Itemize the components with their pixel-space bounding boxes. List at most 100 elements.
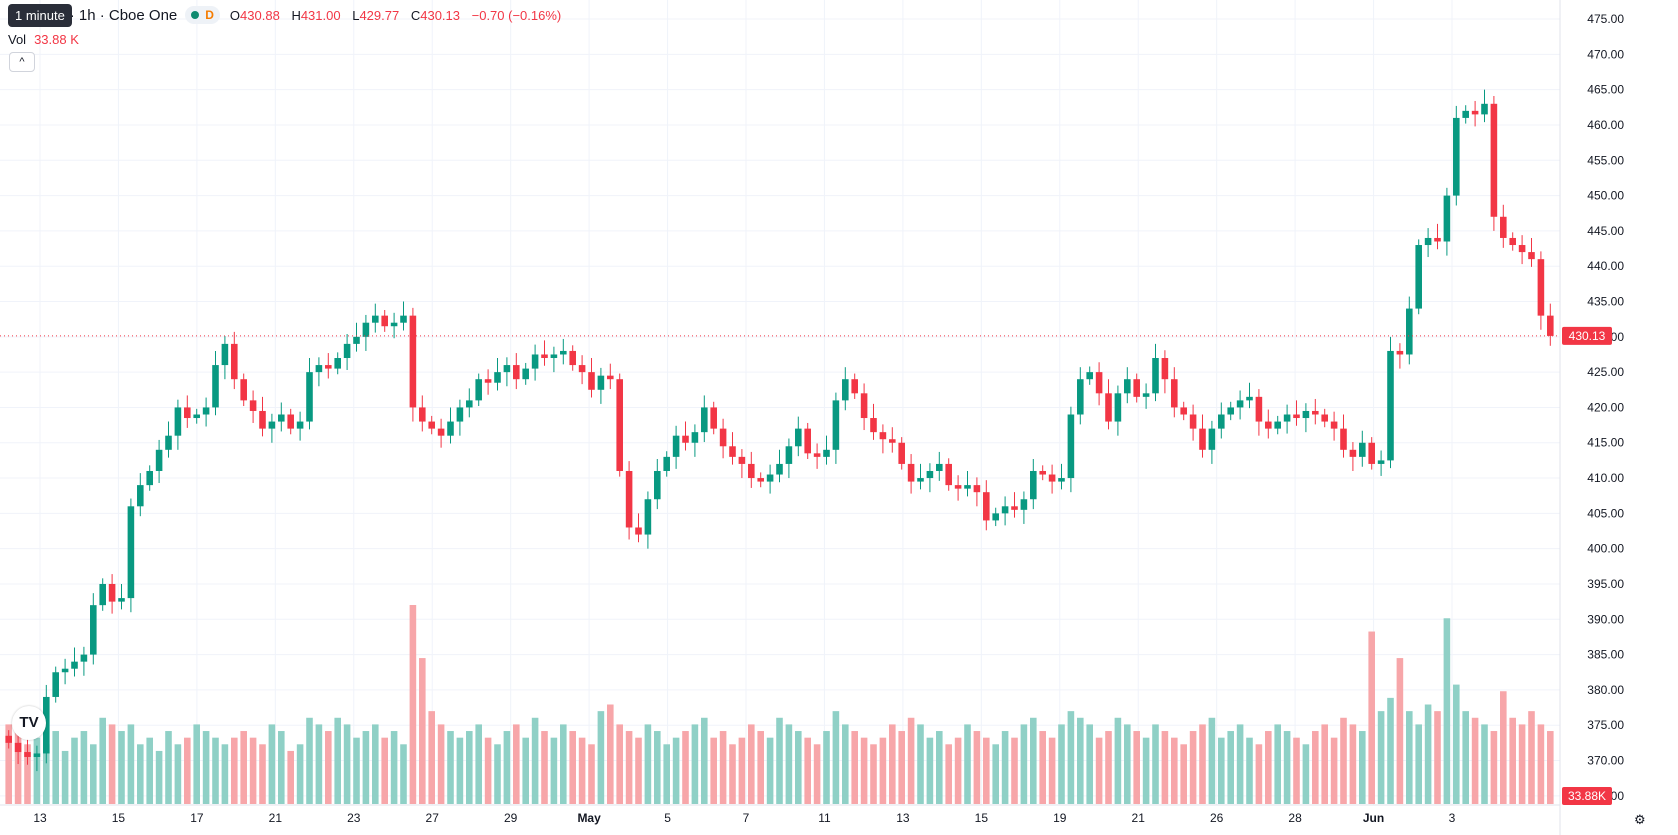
candle-body <box>325 365 332 369</box>
candle-body <box>1124 379 1131 394</box>
volume-bar <box>766 737 774 804</box>
volume-bar <box>663 744 670 804</box>
volume-bar <box>860 737 868 804</box>
candle-body <box>1208 428 1216 450</box>
ohlc-change-value: −0.70 (−0.16%) <box>471 7 562 23</box>
y-tick-label: 475.00 <box>1587 12 1624 26</box>
volume-bar <box>475 724 482 804</box>
volume-bar <box>644 724 652 804</box>
candle-body <box>1030 470 1037 500</box>
y-tick-label: 370.00 <box>1587 754 1624 768</box>
candle-body <box>1114 393 1122 422</box>
candle-body <box>973 485 981 493</box>
volume-bar <box>1218 737 1225 804</box>
volume-bar <box>1509 717 1516 804</box>
candle-body <box>1246 396 1253 401</box>
volume-bar <box>428 711 435 804</box>
candle-body <box>1406 308 1413 355</box>
candle-body <box>127 506 135 599</box>
volume-bar <box>1189 731 1197 804</box>
candle-body <box>118 598 125 602</box>
candle-body <box>353 336 360 344</box>
candle-body <box>879 432 887 440</box>
candle-body <box>983 492 990 521</box>
x-tick-label: 19 <box>1053 811 1067 825</box>
market-status-pill[interactable]: D <box>185 6 220 24</box>
volume-bar <box>231 737 238 804</box>
x-tick-label: 28 <box>1288 811 1302 825</box>
volume-bar <box>907 717 915 804</box>
collapse-legend-button[interactable]: ^ <box>9 52 35 72</box>
candle-body <box>137 485 144 507</box>
candle-body <box>898 442 905 464</box>
y-tick-label: 460.00 <box>1587 118 1624 132</box>
volume-bar <box>296 744 304 804</box>
x-tick-label: 29 <box>504 811 518 825</box>
volume-bar <box>1265 731 1272 804</box>
volume-bar <box>155 750 163 804</box>
x-tick-label: Jun <box>1363 811 1384 825</box>
volume-bar <box>785 724 793 804</box>
candle-body <box>569 350 576 366</box>
volume-bar <box>936 731 943 804</box>
volume-bar <box>1349 724 1357 804</box>
x-tick-label: 23 <box>347 811 361 825</box>
candle-body <box>212 365 219 408</box>
volume-bar <box>691 724 699 804</box>
volume-bar <box>588 744 595 804</box>
x-tick-label: 13 <box>33 811 47 825</box>
x-tick-label: 15 <box>112 811 126 825</box>
candle-body <box>390 322 398 327</box>
volume-bar <box>165 731 172 804</box>
volume-bar <box>1490 731 1498 804</box>
volume-bar <box>334 717 341 804</box>
candle-body <box>52 672 59 697</box>
candle-body <box>43 696 50 754</box>
y-tick-label: 465.00 <box>1587 83 1624 97</box>
tradingview-logo[interactable]: TV <box>12 706 46 740</box>
candle-body <box>165 435 172 450</box>
candle-body <box>719 428 727 447</box>
volume-bar <box>945 744 952 804</box>
ohlc-values: O430.88 H431.00 L429.77 C430.13 −0.70 (−… <box>230 8 569 23</box>
candle-body <box>654 470 661 500</box>
last-volume-label: 33.88K <box>1568 789 1606 803</box>
volume-bar <box>1387 697 1394 804</box>
volume-bar <box>249 737 257 804</box>
candle-body <box>24 752 31 757</box>
candle-body <box>80 654 88 662</box>
volume-bar <box>1330 737 1338 804</box>
candle-body <box>691 432 699 443</box>
candle-body <box>259 410 266 429</box>
volume-bar <box>278 731 285 804</box>
volume-bar <box>964 724 971 804</box>
candle-body <box>1039 470 1046 475</box>
volume-bar <box>578 737 586 804</box>
settings-gear-icon[interactable]: ⚙ <box>1634 812 1646 827</box>
candle-body <box>1387 350 1394 461</box>
candle-body <box>964 485 971 489</box>
candle-body <box>1236 400 1244 408</box>
candle-body <box>362 322 370 337</box>
volume-bar <box>1227 731 1234 804</box>
volume-bar <box>184 737 191 804</box>
volume-bar <box>898 731 905 804</box>
volume-bar <box>193 724 200 804</box>
candle-body <box>851 379 858 394</box>
candle-body <box>306 372 313 422</box>
volume-bar <box>992 744 999 804</box>
candle-body <box>1481 103 1488 115</box>
last-price-label: 430.13 <box>1569 329 1606 343</box>
candle-body <box>1265 421 1272 429</box>
y-tick-label: 380.00 <box>1587 683 1624 697</box>
volume-bar <box>1180 744 1187 804</box>
volume-bar <box>719 731 727 804</box>
volume-bar <box>1481 724 1488 804</box>
axes: 475.00 470.00 465.00 460.00 455.00 450.00 445.… <box>0 0 1624 835</box>
candle-body <box>729 446 736 457</box>
volume-bar <box>983 737 990 804</box>
candle-body <box>1020 499 1028 510</box>
volume-bar <box>550 737 558 804</box>
candle-body <box>1537 259 1545 316</box>
